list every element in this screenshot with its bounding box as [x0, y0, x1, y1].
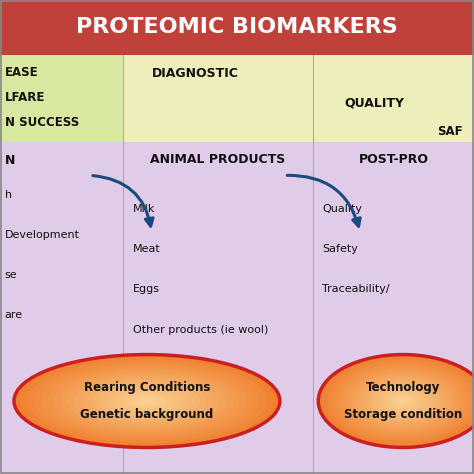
Ellipse shape — [54, 368, 240, 434]
FancyBboxPatch shape — [0, 55, 123, 142]
Ellipse shape — [348, 371, 458, 431]
Ellipse shape — [394, 396, 411, 406]
Ellipse shape — [27, 359, 266, 443]
Ellipse shape — [34, 362, 260, 440]
Text: Safety: Safety — [322, 244, 358, 254]
Ellipse shape — [74, 375, 220, 427]
Ellipse shape — [87, 380, 207, 422]
Ellipse shape — [374, 385, 432, 417]
Text: Rearing Conditions: Rearing Conditions — [84, 381, 210, 393]
Text: Quality: Quality — [322, 204, 362, 214]
Text: Traceability/: Traceability/ — [322, 284, 390, 294]
Text: Meat: Meat — [133, 244, 161, 254]
Ellipse shape — [390, 394, 416, 408]
Ellipse shape — [335, 364, 471, 438]
Text: Development: Development — [5, 230, 80, 240]
Text: Technology: Technology — [366, 381, 440, 393]
Text: QUALITY: QUALITY — [344, 96, 404, 109]
Ellipse shape — [319, 355, 474, 447]
Ellipse shape — [94, 383, 200, 419]
Text: SAF: SAF — [437, 125, 463, 138]
Ellipse shape — [382, 390, 424, 412]
Ellipse shape — [120, 392, 173, 410]
Ellipse shape — [399, 399, 407, 403]
Ellipse shape — [140, 399, 154, 403]
Ellipse shape — [67, 373, 227, 429]
Text: LFARE: LFARE — [5, 91, 45, 104]
FancyBboxPatch shape — [0, 142, 474, 474]
Ellipse shape — [127, 394, 167, 408]
Text: Storage condition: Storage condition — [344, 409, 462, 421]
Ellipse shape — [361, 378, 445, 424]
Text: PROTEOMIC BIOMARKERS: PROTEOMIC BIOMARKERS — [76, 17, 398, 37]
Ellipse shape — [331, 362, 474, 440]
Ellipse shape — [365, 380, 441, 422]
FancyBboxPatch shape — [0, 55, 474, 142]
Ellipse shape — [81, 378, 213, 424]
Text: se: se — [5, 270, 18, 280]
Ellipse shape — [377, 387, 428, 415]
Ellipse shape — [386, 392, 420, 410]
Text: Genetic background: Genetic background — [80, 409, 214, 421]
Text: EASE: EASE — [5, 65, 38, 79]
Text: DIAGNOSTIC: DIAGNOSTIC — [152, 67, 239, 80]
Ellipse shape — [107, 387, 187, 415]
Text: are: are — [5, 310, 23, 320]
Text: h: h — [5, 190, 12, 200]
Text: Milk: Milk — [133, 204, 155, 214]
Text: N: N — [5, 154, 15, 167]
Ellipse shape — [21, 357, 273, 445]
FancyBboxPatch shape — [0, 0, 474, 55]
Ellipse shape — [369, 383, 437, 419]
Ellipse shape — [61, 371, 233, 431]
Ellipse shape — [344, 368, 462, 434]
Ellipse shape — [134, 396, 160, 406]
Ellipse shape — [100, 385, 193, 417]
Ellipse shape — [339, 366, 466, 436]
Ellipse shape — [47, 366, 246, 436]
Text: ANIMAL PRODUCTS: ANIMAL PRODUCTS — [150, 153, 286, 165]
Text: N SUCCESS: N SUCCESS — [5, 116, 79, 128]
Text: Other products (ie wool): Other products (ie wool) — [133, 325, 268, 335]
Ellipse shape — [327, 359, 474, 443]
Ellipse shape — [114, 390, 180, 412]
Text: POST-PRO: POST-PRO — [358, 153, 428, 165]
Ellipse shape — [356, 375, 449, 427]
Ellipse shape — [14, 355, 280, 447]
Ellipse shape — [41, 364, 253, 438]
Text: Eggs: Eggs — [133, 284, 160, 294]
Ellipse shape — [322, 357, 474, 445]
Ellipse shape — [352, 373, 454, 429]
